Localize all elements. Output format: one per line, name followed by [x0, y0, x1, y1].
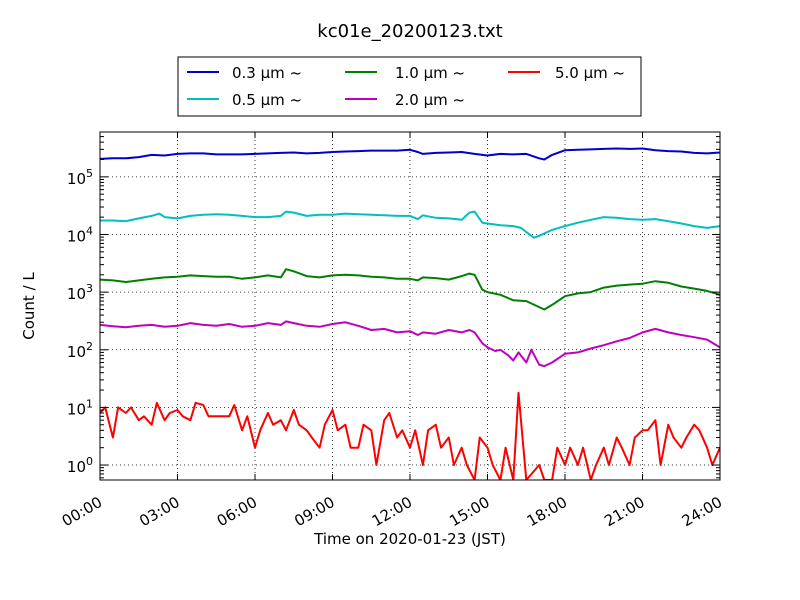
y-tick-base: 10 — [67, 400, 86, 418]
y-tick-base: 10 — [67, 285, 86, 303]
y-tick-exponent: 2 — [86, 340, 93, 353]
legend: 0.3 μm ~ 0.5 μm ~ 1.0 μm ~ 2.0 μm ~ 5.0 μm ~ — [177, 56, 642, 117]
legend-label: 1.0 μm ~ — [395, 64, 465, 82]
y-tick-base: 10 — [67, 343, 86, 361]
y-tick-label: 104 — [67, 224, 93, 245]
y-tick-label: 100 — [67, 455, 93, 476]
y-tick-label: 102 — [67, 340, 93, 361]
legend-label: 2.0 μm ~ — [395, 91, 465, 109]
y-tick-label: 103 — [67, 282, 93, 303]
y-tick-exponent: 4 — [86, 224, 93, 237]
y-axis-label: Count / L — [20, 272, 38, 340]
legend-label: 0.5 μm ~ — [232, 91, 302, 109]
series-line — [100, 391, 720, 480]
series-lines — [100, 147, 720, 480]
legend-label: 0.3 μm ~ — [232, 64, 302, 82]
y-tick-base: 10 — [67, 227, 86, 245]
legend-label: 5.0 μm ~ — [555, 64, 625, 82]
legend-frame — [177, 56, 642, 117]
y-tick-base: 10 — [67, 458, 86, 476]
chart-title: kc01e_20200123.txt — [317, 21, 502, 42]
series-line — [100, 147, 720, 161]
y-tick-label: 105 — [67, 167, 93, 188]
y-tick-exponent: 1 — [86, 397, 93, 410]
y-tick-base: 10 — [67, 170, 86, 188]
y-tick-exponent: 3 — [86, 282, 93, 295]
grid-lines — [100, 132, 720, 480]
y-tick-label: 101 — [67, 397, 93, 418]
series-line — [100, 268, 720, 311]
x-axis-label: Time on 2020-01-23 (JST) — [313, 530, 506, 548]
y-tick-exponent: 0 — [86, 455, 93, 468]
series-line — [100, 210, 720, 239]
series-line — [100, 320, 720, 368]
y-tick-exponent: 5 — [86, 167, 93, 180]
